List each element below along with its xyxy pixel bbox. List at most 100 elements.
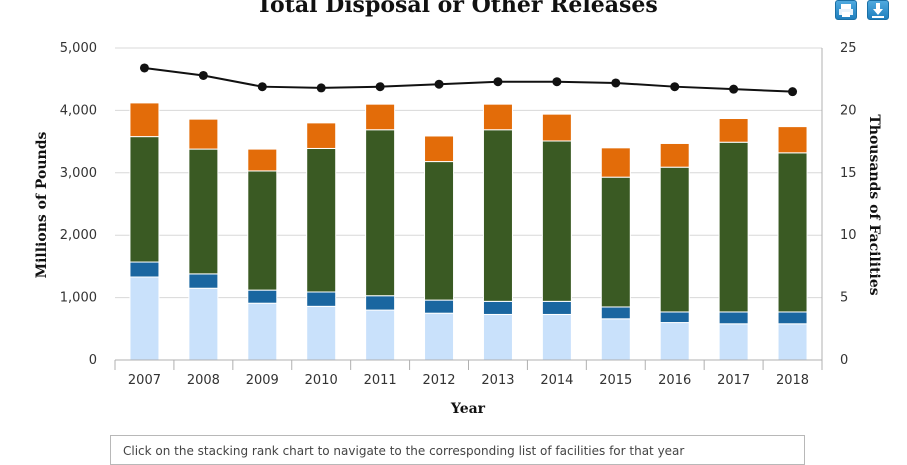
x-tick-label: 2010 <box>305 373 338 388</box>
bar-segment[interactable] <box>247 289 278 304</box>
y2-tick-label: 20 <box>840 103 857 118</box>
bar-segment[interactable] <box>482 129 513 302</box>
bar-segment[interactable] <box>247 302 278 361</box>
x-axis-title: Year <box>450 401 486 417</box>
x-tick-label: 2018 <box>776 373 809 388</box>
bar-segment[interactable] <box>718 311 749 325</box>
bar-segment[interactable] <box>247 170 278 291</box>
bar-segment[interactable] <box>777 323 808 361</box>
bar-segment[interactable] <box>541 140 572 302</box>
bar-segment[interactable] <box>365 129 396 297</box>
bar-segment[interactable] <box>659 311 690 324</box>
y-axis-title: Millions of Pounds <box>34 131 50 278</box>
bar-segment[interactable] <box>541 313 572 361</box>
printer-icon <box>839 4 853 17</box>
chart-note-text: Click on the stacking rank chart to navi… <box>123 444 685 458</box>
bar-segment[interactable] <box>600 147 631 178</box>
y-tick-label: 1,000 <box>60 291 97 306</box>
bar-segment[interactable] <box>482 313 513 361</box>
facilities-point <box>257 82 267 92</box>
facilities-point <box>493 77 503 87</box>
bar-segment[interactable] <box>659 142 690 168</box>
bar-segment[interactable] <box>600 318 631 361</box>
x-tick-label: 2012 <box>422 373 455 388</box>
facilities-line <box>139 63 798 97</box>
gridlines <box>115 47 822 361</box>
y-tick-label: 0 <box>89 353 97 368</box>
bar-segment[interactable] <box>718 118 749 143</box>
chart-note: Click on the stacking rank chart to navi… <box>110 435 805 465</box>
bar-segment[interactable] <box>188 118 219 150</box>
bar-segment[interactable] <box>600 306 631 320</box>
bars[interactable] <box>129 102 808 361</box>
bar-segment[interactable] <box>188 148 219 275</box>
print-button[interactable] <box>835 0 857 20</box>
bar-segment[interactable] <box>424 135 455 163</box>
y2-tick-label: 10 <box>840 228 857 243</box>
facilities-point <box>729 84 739 94</box>
facilities-point <box>670 82 680 92</box>
facilities-point <box>611 78 621 88</box>
facilities-point <box>198 70 208 80</box>
bar-segment[interactable] <box>129 136 160 263</box>
bar-segment[interactable] <box>659 322 690 361</box>
x-tick-label: 2009 <box>246 373 279 388</box>
bar-segment[interactable] <box>129 276 160 361</box>
bar-segment[interactable] <box>541 300 572 315</box>
facilities-point <box>788 87 798 97</box>
bar-segment[interactable] <box>777 311 808 325</box>
y-tick-label: 3,000 <box>60 166 97 181</box>
chart-title: Total Disposal or Other Releases <box>256 0 658 18</box>
bar-segment[interactable] <box>365 309 396 361</box>
bar-segment[interactable] <box>718 141 749 313</box>
bar-segment[interactable] <box>247 148 278 172</box>
x-tick-label: 2017 <box>717 373 750 388</box>
bar-segment[interactable] <box>129 102 160 138</box>
facilities-point <box>375 82 385 92</box>
y-tick-label: 4,000 <box>60 103 97 118</box>
bar-segment[interactable] <box>365 295 396 311</box>
bar-segment[interactable] <box>777 152 808 313</box>
y2-tick-label: 5 <box>840 291 848 306</box>
x-tick-label: 2013 <box>481 373 514 388</box>
x-tick-label: 2007 <box>128 373 161 388</box>
bar-segment[interactable] <box>365 103 396 131</box>
x-tick-label: 2016 <box>658 373 691 388</box>
y-tick-label: 5,000 <box>60 41 97 56</box>
facilities-point <box>139 63 149 73</box>
bar-segment[interactable] <box>188 273 219 289</box>
bar-segment[interactable] <box>482 300 513 315</box>
download-button[interactable] <box>867 0 889 20</box>
bar-segment[interactable] <box>659 166 690 313</box>
y-tick-label: 2,000 <box>60 228 97 243</box>
y2-tick-label: 15 <box>840 166 857 181</box>
facilities-line-path <box>144 66 793 93</box>
bar-segment[interactable] <box>541 113 572 142</box>
bar-segment[interactable] <box>188 287 219 361</box>
facilities-point <box>552 77 562 87</box>
bar-segment[interactable] <box>424 312 455 361</box>
x-tick-label: 2011 <box>364 373 397 388</box>
bar-segment[interactable] <box>777 126 808 154</box>
chart: Total Disposal or Other Releases 0 1,000 2… <box>34 0 882 417</box>
bar-segment[interactable] <box>129 261 160 278</box>
x-tick-label: 2008 <box>187 373 220 388</box>
bar-segment[interactable] <box>306 305 337 361</box>
facilities-point <box>316 83 326 93</box>
bar-segment[interactable] <box>424 299 455 314</box>
bar-segment[interactable] <box>306 122 337 149</box>
bar-segment[interactable] <box>424 161 455 301</box>
bar-segment[interactable] <box>600 176 631 308</box>
bar-segment[interactable] <box>482 103 513 131</box>
x-tick-label: 2015 <box>599 373 632 388</box>
facilities-point <box>434 79 444 89</box>
bar-segment[interactable] <box>306 291 337 307</box>
bar-segment[interactable] <box>306 147 337 293</box>
download-icon <box>872 3 884 18</box>
y2-axis-title: Thousands of Facilities <box>866 114 882 295</box>
y2-tick-label: 25 <box>840 41 857 56</box>
y2-tick-label: 0 <box>840 353 848 368</box>
bar-segment[interactable] <box>718 323 749 361</box>
axes: 0 1,000 2,000 3,000 4,000 5,000 0 5 10 15 20 25 2007… <box>60 41 857 388</box>
x-tick-label: 2014 <box>540 373 573 388</box>
